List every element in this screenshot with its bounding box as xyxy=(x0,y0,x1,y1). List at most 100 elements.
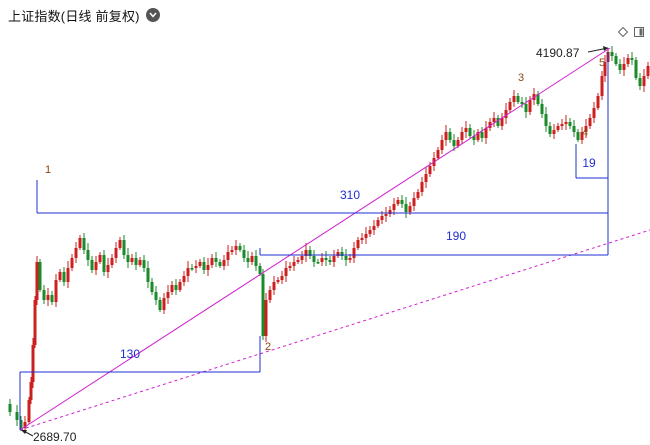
candle xyxy=(572,120,576,137)
candle xyxy=(484,121,488,144)
candle xyxy=(600,71,604,100)
candle xyxy=(218,259,222,268)
candle xyxy=(642,69,646,92)
candle xyxy=(634,57,638,80)
candle xyxy=(424,167,428,188)
chevron-down-icon[interactable] xyxy=(145,8,160,22)
candle xyxy=(420,177,424,196)
span-label: 190 xyxy=(446,229,466,243)
candle xyxy=(552,124,556,139)
candle xyxy=(214,252,218,267)
candle xyxy=(384,207,388,222)
candle xyxy=(544,107,548,132)
candle xyxy=(206,258,210,276)
candle xyxy=(536,91,540,106)
candle xyxy=(596,93,600,110)
candle xyxy=(584,119,588,138)
span-label: 310 xyxy=(340,188,360,202)
wave-label: 2 xyxy=(265,341,271,353)
candle xyxy=(508,98,512,113)
candle xyxy=(524,97,528,118)
candle xyxy=(308,246,312,259)
candle xyxy=(202,257,206,274)
candle xyxy=(178,279,182,292)
candle xyxy=(78,235,82,250)
candle xyxy=(258,263,262,276)
candle xyxy=(388,206,392,217)
candle xyxy=(448,128,452,143)
candle xyxy=(110,254,114,268)
candle xyxy=(82,233,86,254)
chart-toolbar xyxy=(618,27,644,37)
candle xyxy=(29,377,33,404)
candle xyxy=(292,256,296,271)
candle xyxy=(396,197,400,206)
candle xyxy=(170,281,174,295)
candle xyxy=(162,293,166,314)
candle xyxy=(568,118,572,129)
candle xyxy=(280,271,284,284)
candle xyxy=(364,227,368,244)
candle xyxy=(296,257,300,264)
candle xyxy=(492,112,496,127)
candle xyxy=(182,271,186,286)
candle xyxy=(31,338,35,388)
candle xyxy=(476,129,480,142)
panel-toggle-icon[interactable] xyxy=(634,27,644,37)
candle xyxy=(122,235,126,259)
chart-title: 上证指数(日线 前复权) xyxy=(8,8,140,24)
diamond-icon[interactable] xyxy=(618,27,628,37)
candle xyxy=(74,242,78,263)
candle xyxy=(412,192,416,211)
candle xyxy=(548,122,552,137)
candle xyxy=(246,251,250,268)
candle xyxy=(488,118,492,131)
wave-label: 4 xyxy=(582,127,588,139)
candle xyxy=(210,254,214,268)
candle xyxy=(54,274,58,307)
candle xyxy=(226,245,230,266)
candle xyxy=(610,46,614,61)
annotation-layer: 130 310 190 19 1 2 3 4 5 4190.87 2689.70 xyxy=(19,46,650,444)
candle xyxy=(540,99,544,118)
candle xyxy=(94,256,98,275)
trend-line-solid xyxy=(19,47,611,431)
candle xyxy=(324,251,328,266)
candle xyxy=(520,97,524,108)
candle xyxy=(38,259,42,292)
candle xyxy=(126,248,130,268)
candle xyxy=(344,249,348,266)
candle xyxy=(288,262,292,271)
candle xyxy=(392,198,396,215)
candle xyxy=(622,57,626,76)
candle xyxy=(564,115,568,130)
candle xyxy=(588,114,592,129)
candle xyxy=(106,258,110,278)
candle xyxy=(146,261,150,288)
candle xyxy=(86,243,90,266)
candle xyxy=(194,260,198,273)
candle xyxy=(312,250,316,267)
candle xyxy=(276,277,280,284)
candle xyxy=(480,127,484,142)
candle xyxy=(560,119,564,130)
candle xyxy=(368,226,372,237)
candle xyxy=(284,261,288,282)
candle xyxy=(268,286,272,303)
candle xyxy=(516,93,520,104)
candle xyxy=(528,96,532,115)
candle xyxy=(70,254,74,271)
candle xyxy=(198,259,202,268)
candle xyxy=(58,269,62,282)
candle xyxy=(190,264,194,271)
candle xyxy=(626,54,630,67)
candle xyxy=(230,246,234,255)
candle xyxy=(50,291,54,305)
candle xyxy=(62,267,66,286)
candle xyxy=(444,125,448,146)
candle xyxy=(460,127,464,144)
candle xyxy=(150,278,154,295)
candle xyxy=(436,147,440,160)
span-label: 19 xyxy=(582,156,596,170)
